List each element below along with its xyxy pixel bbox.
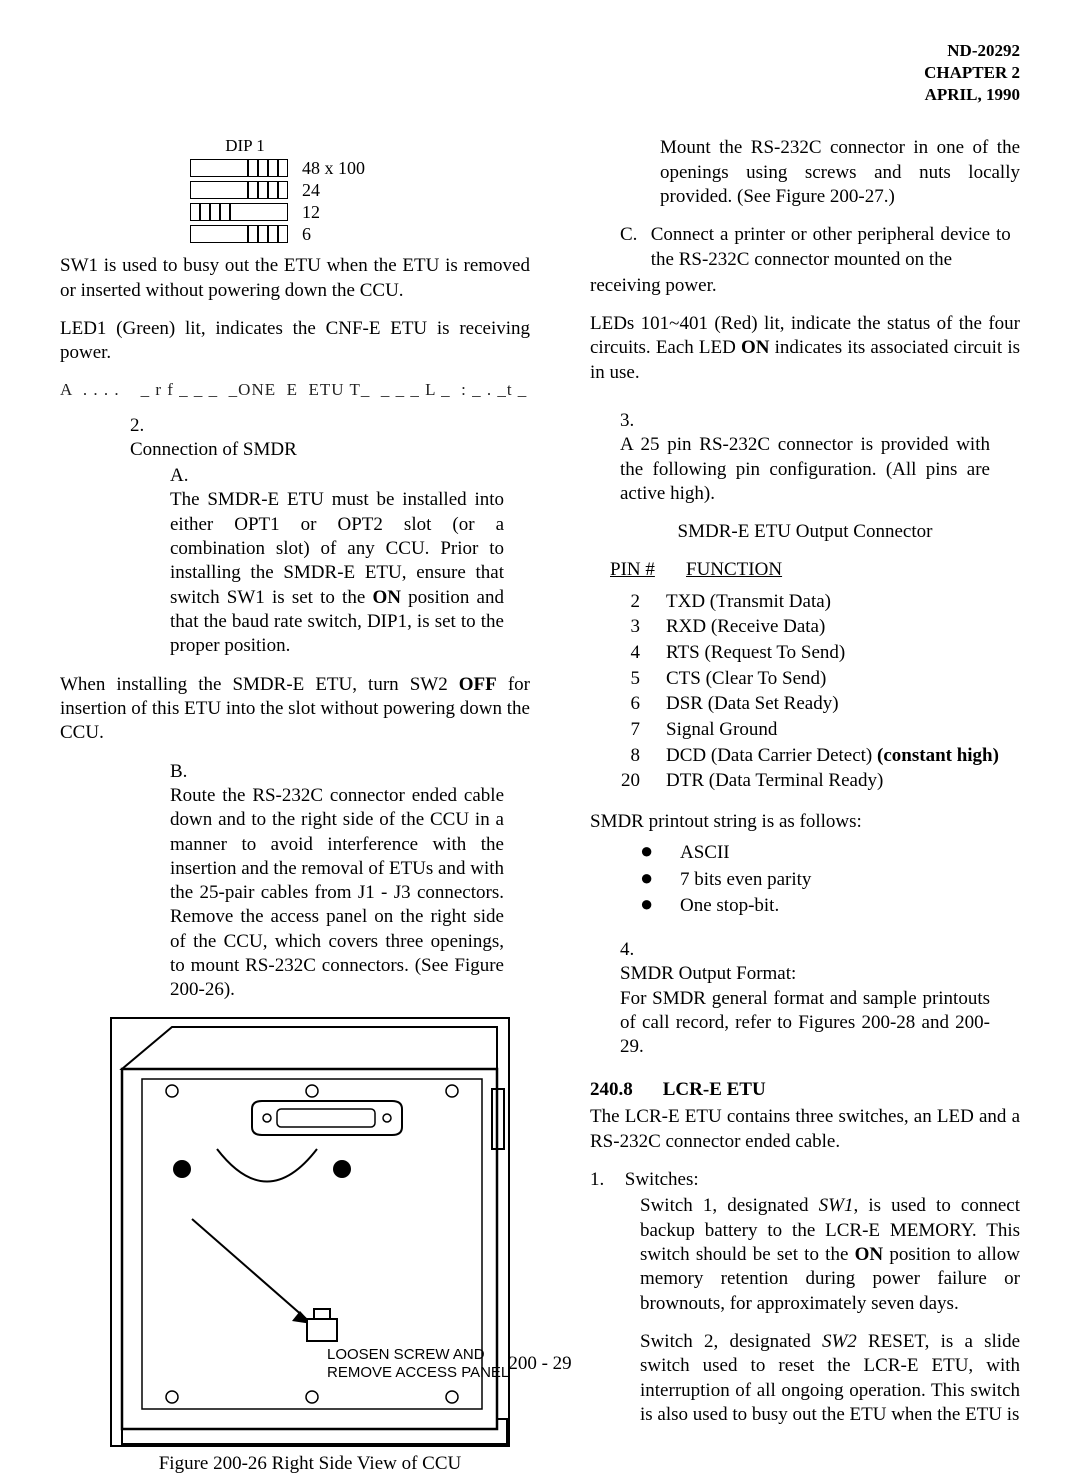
pin-function: DSR (Data Set Ready) [666, 691, 1020, 717]
dip-row: 48 x 100 [190, 158, 530, 178]
pin-row: 3 RXD (Receive Data) [610, 614, 1020, 640]
pin-row: 5 CTS (Clear To Send) [610, 666, 1020, 692]
dip-row: 12 [190, 202, 530, 222]
pin-row: 2 TXD (Transmit Data) [610, 589, 1020, 615]
pin-table: PIN # FUNCTION 2 TXD (Transmit Data) 3 RXD … [610, 559, 1020, 794]
pin-row: 20 DTR (Data Terminal Ready) [610, 768, 1020, 794]
pin-table-header: PIN # FUNCTION [610, 559, 1020, 581]
figure-caption: Figure 200-26 Right Side View of CCU [110, 1453, 510, 1475]
switches-heading: 1. Switches: [590, 1168, 1020, 1192]
item-number: 1. [590, 1168, 620, 1192]
section-name: LCR-E ETU [663, 1079, 766, 1101]
item-text: A 25 pin RS-232C connector is provided w… [620, 433, 990, 506]
bullet-item: ● One stop-bit. [640, 893, 1020, 920]
pin-row: 7 Signal Ground [610, 717, 1020, 743]
dip-label: DIP 1 [190, 136, 300, 156]
item-body: SMDR Output Format: For SMDR general for… [620, 962, 990, 1059]
figure-200-26: LOOSEN SCREW AND REMOVE ACCESS PANEL [110, 1017, 510, 1447]
item-number: 4. [620, 938, 650, 962]
pin-header-num: PIN # [610, 559, 660, 581]
doc-header: ND-20292 CHAPTER 2 APRIL, 1990 [60, 40, 1020, 106]
mount-paragraph: Mount the RS-232C connector in one of th… [590, 136, 1020, 209]
leds-paragraph: LEDs 101~401 (Red) lit, indicate the sta… [590, 312, 1020, 385]
switches-label: Switches: [625, 1169, 699, 1190]
pin-function: RTS (Request To Send) [666, 640, 1020, 666]
pin-header-func: FUNCTION [686, 559, 782, 581]
item-letter: A. [170, 464, 196, 488]
led1-paragraph: LED1 (Green) lit, indicates the CNF-E ET… [60, 317, 530, 366]
item-letter: B. [170, 760, 196, 784]
dip-row: 6 [190, 224, 530, 244]
pin-row: 4 RTS (Request To Send) [610, 640, 1020, 666]
dip-value: 12 [302, 202, 320, 223]
pin-number: 7 [610, 717, 640, 743]
bullet-list: ● ASCII ● 7 bits even parity ● One stop-bit. [640, 840, 1020, 920]
pin-function: DCD (Data Carrier Detect) (constant high… [666, 743, 1020, 769]
list-item-4: 4. SMDR Output Format: For SMDR general … [590, 938, 1020, 1060]
dip-value: 6 [302, 224, 311, 245]
item-text: Route the RS-232C connector ended cable … [170, 784, 504, 1003]
sw1-description: Switch 1, designated SW1, is used to con… [590, 1194, 1020, 1316]
dip-switch-diagram: DIP 1 48 x 10024126 [190, 136, 530, 244]
pin-number: 3 [610, 614, 640, 640]
bullet-dot-icon: ● [640, 840, 654, 867]
item-number: 2. [130, 414, 160, 438]
bullet-dot-icon: ● [640, 867, 654, 894]
page-number: 200 - 29 [0, 1353, 1080, 1375]
pin-function: TXD (Transmit Data) [666, 589, 1020, 615]
dip-value: 48 x 100 [302, 158, 365, 179]
doc-chapter: CHAPTER 2 [60, 62, 1020, 84]
pin-number: 6 [610, 691, 640, 717]
sw2-description: Switch 2, designated SW2 RESET, is a sli… [590, 1330, 1020, 1427]
doc-id: ND-20292 [60, 40, 1020, 62]
pin-number: 20 [610, 768, 640, 794]
list-item-2: 2. Connection of SMDR [60, 414, 530, 463]
list-item-3: 3. A 25 pin RS-232C connector is provide… [590, 409, 1020, 506]
bullet-text: ASCII [680, 840, 730, 867]
pin-row: 8 DCD (Data Carrier Detect) (constant hig… [610, 743, 1020, 769]
bullet-text: 7 bits even parity [680, 867, 811, 894]
dip-value: 24 [302, 180, 320, 201]
bullet-item: ● ASCII [640, 840, 1020, 867]
bullet-text: One stop-bit. [680, 893, 779, 920]
left-column: DIP 1 48 x 10024126 SW1 is used to busy … [60, 136, 540, 1474]
list-item-c: C. Connect a printer or other peripheral… [590, 223, 1020, 272]
list-item-2b: B. Route the RS-232C connector ended cab… [60, 760, 530, 1003]
item-number: 3. [620, 409, 650, 433]
right-column: Mount the RS-232C connector in one of th… [580, 136, 1020, 1474]
pin-number: 8 [610, 743, 640, 769]
pin-function: Signal Ground [666, 717, 1020, 743]
section-title: 240.8 LCR-E ETU [590, 1079, 1020, 1101]
bullet-dot-icon: ● [640, 893, 654, 920]
when-installing-paragraph: When installing the SMDR-E ETU, turn SW2… [60, 673, 530, 746]
dip-row: 24 [190, 180, 530, 200]
section-number: 240.8 [590, 1079, 633, 1101]
content-columns: DIP 1 48 x 10024126 SW1 is used to busy … [60, 136, 1020, 1474]
sw1-paragraph: SW1 is used to busy out the ETU when the… [60, 254, 530, 303]
pin-function: CTS (Clear To Send) [666, 666, 1020, 692]
item-text: The SMDR-E ETU must be installed into ei… [170, 488, 504, 658]
item-title: Connection of SMDR [130, 438, 500, 462]
pin-number: 5 [610, 666, 640, 692]
item-text: Connect a printer or other peripheral de… [651, 223, 1011, 272]
receiving-power-fragment: receiving power. [590, 274, 1020, 298]
bullet-item: ● 7 bits even parity [640, 867, 1020, 894]
doc-date: APRIL, 1990 [60, 84, 1020, 106]
pin-row: 6 DSR (Data Set Ready) [610, 691, 1020, 717]
lcr-intro-paragraph: The LCR-E ETU contains three switches, a… [590, 1105, 1020, 1154]
pin-number: 4 [610, 640, 640, 666]
item-letter: C. [620, 223, 646, 247]
list-item-2a: A. The SMDR-E ETU must be installed into… [60, 464, 530, 659]
corrupted-text-line: A . . . . _ r f _ _ _ _ONE E ETU T_ _ _ … [60, 380, 530, 400]
pin-function: DTR (Data Terminal Ready) [666, 768, 1020, 794]
connector-title: SMDR-E ETU Output Connector [590, 520, 1020, 544]
ccu-side-view-svg: LOOSEN SCREW AND REMOVE ACCESS PANEL [112, 1019, 512, 1449]
pin-function: RXD (Receive Data) [666, 614, 1020, 640]
pin-number: 2 [610, 589, 640, 615]
smdr-printout-intro: SMDR printout string is as follows: [590, 810, 1020, 834]
